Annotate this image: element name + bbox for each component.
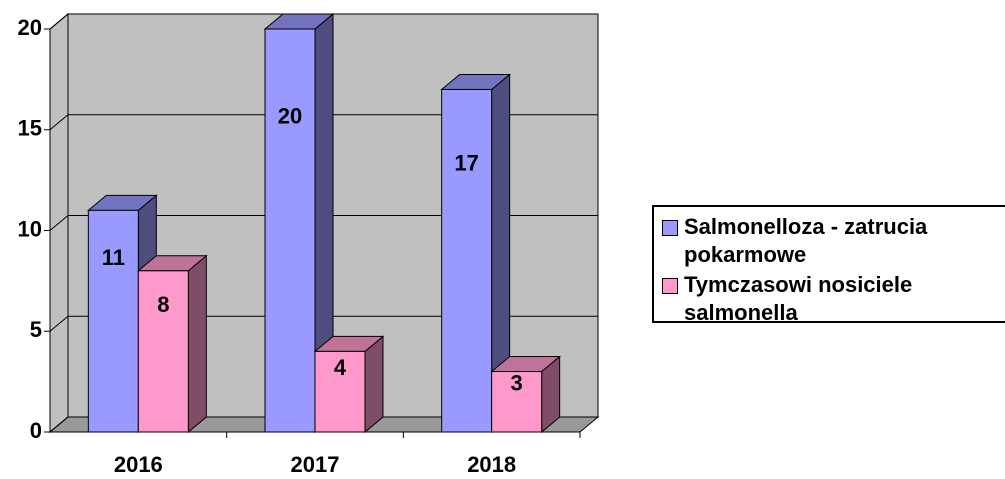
grid-line [49, 416, 598, 433]
bar [137, 270, 189, 433]
bar [441, 88, 493, 433]
y-tick-label: 20 [18, 15, 42, 40]
grid-line [49, 315, 598, 332]
bar [264, 28, 316, 433]
x-tick-label: 2016 [114, 452, 163, 477]
data-label: 8 [157, 292, 169, 317]
bar-side [364, 335, 384, 434]
data-label: 17 [454, 151, 478, 176]
data-label: 20 [278, 103, 302, 128]
bar [314, 350, 366, 433]
bar [87, 209, 139, 433]
data-label: 11 [102, 245, 125, 270]
data-label: 3 [511, 371, 523, 396]
y-tick-label: 0 [30, 418, 42, 443]
grid-line [49, 114, 598, 131]
legend-label: Tymczasowi nosiciele salmonella [684, 272, 913, 325]
y-tick-label: 5 [30, 317, 42, 342]
bar-side [187, 254, 207, 434]
data-label: 4 [334, 355, 347, 380]
legend-label: Salmonelloza - zatrucia pokarmowe [684, 214, 928, 267]
legend-entry: Tymczasowi nosiciele salmonella [662, 271, 1005, 327]
grid-line [49, 13, 598, 30]
x-tick-label: 2018 [467, 452, 516, 477]
legend-entry: Salmonelloza - zatrucia pokarmowe [662, 213, 1005, 269]
y-tick-label: 10 [18, 216, 42, 241]
x-tick-label: 2017 [291, 452, 340, 477]
legend-swatch [662, 220, 678, 236]
bar [491, 371, 543, 433]
y-tick-label: 15 [18, 116, 42, 141]
grid-line [49, 215, 598, 231]
legend-swatch [662, 278, 678, 294]
legend: Salmonelloza - zatrucia pokarmowe Tymczas… [652, 205, 1005, 325]
